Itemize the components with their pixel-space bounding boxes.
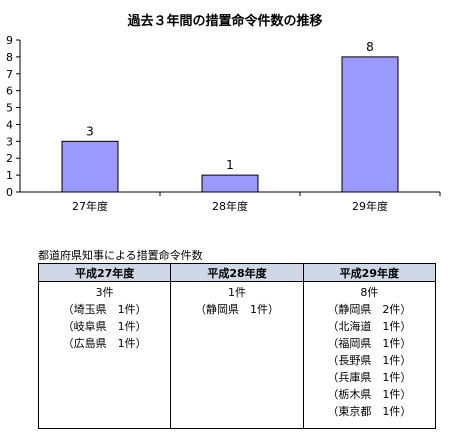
x-tick-label: 28年度 bbox=[212, 199, 248, 213]
header-h27: 平成27年度 bbox=[37, 263, 172, 282]
y-tick-label: 2 bbox=[6, 152, 13, 165]
header-h28: 平成28年度 bbox=[170, 263, 304, 282]
bar bbox=[61, 140, 119, 193]
list-item: （福岡県 1件） bbox=[327, 337, 412, 350]
data-label: 1 bbox=[226, 158, 234, 172]
data-label: 3 bbox=[86, 124, 94, 138]
cell-h27: 3件 （埼玉県 1件） （岐阜県 1件） （広島県 1件） bbox=[37, 281, 172, 429]
table-row: 3件 （埼玉県 1件） （岐阜県 1件） （広島県 1件） 1件 （静岡県 1件… bbox=[37, 281, 437, 429]
y-tick-label: 9 bbox=[6, 34, 13, 47]
x-tick-label: 27年度 bbox=[72, 199, 108, 213]
y-tick-label: 7 bbox=[6, 68, 13, 81]
y-tick-label: 8 bbox=[6, 51, 13, 64]
list-item: （長野県 1件） bbox=[327, 354, 412, 367]
list-item: （東京都 1件） bbox=[327, 405, 412, 418]
list-item: （広島県 1件） bbox=[62, 337, 147, 350]
y-tick-label: 0 bbox=[6, 186, 13, 199]
x-tick-label: 29年度 bbox=[352, 199, 388, 213]
list-item: （兵庫県 1件） bbox=[327, 371, 412, 384]
list-item: （静岡県 1件） bbox=[194, 303, 279, 316]
y-tick-label: 1 bbox=[6, 169, 13, 182]
y-tick-label: 3 bbox=[6, 135, 13, 148]
cell-h28: 1件 （静岡県 1件） bbox=[170, 281, 304, 429]
bar bbox=[201, 174, 259, 193]
list-item: （北海道 1件） bbox=[327, 320, 412, 333]
data-label: 8 bbox=[366, 40, 374, 54]
orders-table: 平成27年度 平成28年度 平成29年度 3件 （埼玉県 1件） （岐阜県 1件… bbox=[37, 263, 437, 429]
total-h27: 3件 bbox=[95, 286, 114, 299]
list-item: （岐阜県 1件） bbox=[62, 320, 147, 333]
y-tick-label: 6 bbox=[6, 85, 13, 98]
list-item: （静岡県 2件） bbox=[327, 303, 412, 316]
chart-title: 過去３年間の措置命令件数の推移 bbox=[127, 14, 323, 29]
list-item: （埼玉県 1件） bbox=[62, 303, 147, 316]
y-tick-label: 4 bbox=[6, 118, 13, 131]
list-item: （栃木県 1件） bbox=[327, 388, 412, 401]
total-h28: 1件 bbox=[227, 286, 246, 299]
y-tick-label: 5 bbox=[6, 102, 13, 115]
table-caption: 都道府県知事による措置命令件数 bbox=[38, 249, 203, 262]
bar-chart: 0 1 2 3 4 5 6 7 8 9 3 27年度 1 28年度 8 29年度 bbox=[6, 34, 441, 213]
total-h29: 8件 bbox=[360, 286, 379, 299]
cell-h29: 8件 （静岡県 2件） （北海道 1件） （福岡県 1件） （長野県 1件） （… bbox=[302, 281, 437, 429]
bar bbox=[341, 56, 399, 193]
table-header-row: 平成27年度 平成28年度 平成29年度 bbox=[37, 263, 437, 282]
header-h29: 平成29年度 bbox=[302, 263, 437, 282]
